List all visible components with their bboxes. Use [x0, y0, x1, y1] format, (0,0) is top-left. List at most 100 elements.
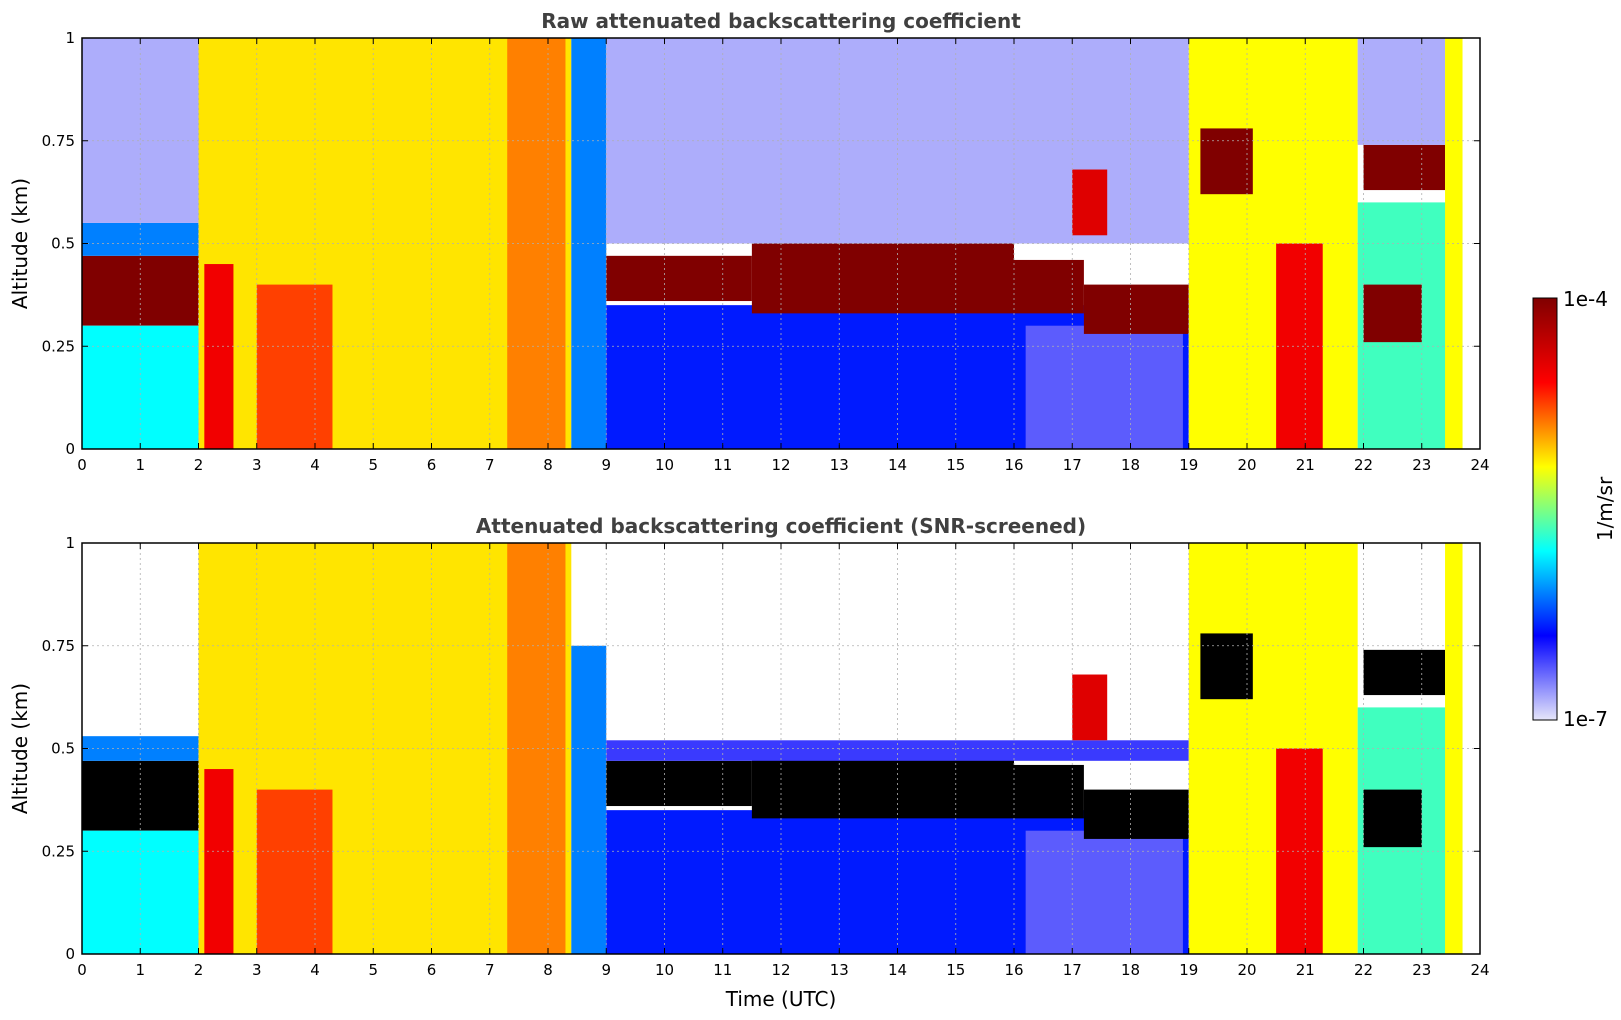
y-tick-label: 0.25 [42, 842, 75, 860]
x-tick-label: 24 [1470, 456, 1489, 474]
heatmap-cell [82, 760, 199, 831]
x-tick-label: 5 [368, 456, 378, 474]
heatmap-cell [1072, 169, 1108, 236]
x-tick-label: 21 [1296, 961, 1315, 979]
panel-snr-screened-backscatter: Attenuated backscattering coefficient (S… [8, 514, 1490, 979]
heatmap-cell [507, 543, 566, 954]
y-tick-label: 0.75 [42, 637, 75, 655]
x-axis: 0 1 2 3 4 5 6 7 8 9 10 11 12 13 14 15 16 17 18 19 20 21 22 23 24 [77, 38, 1490, 474]
x-axis-label: Time (UTC) [725, 987, 837, 1011]
panel-title: Attenuated backscattering coefficient (S… [476, 514, 1086, 538]
x-tick-label: 17 [1063, 961, 1082, 979]
x-tick-label: 14 [888, 961, 907, 979]
heatmap-cell [82, 38, 199, 223]
heatmap-cell [204, 769, 234, 954]
x-tick-label: 23 [1412, 456, 1431, 474]
x-tick-label: 9 [601, 456, 611, 474]
heatmap-cell [1025, 830, 1183, 954]
x-axis: 0 1 2 3 4 5 6 7 8 9 10 11 12 13 14 15 16 17 18 19 20 21 22 23 24 [77, 543, 1490, 979]
x-tick-label: 14 [888, 456, 907, 474]
y-axis: 0 0.25 0.5 0.75 1 [42, 29, 1480, 458]
x-tick-label: 18 [1121, 456, 1140, 474]
x-tick-label: 4 [310, 961, 320, 979]
x-tick-label: 22 [1354, 961, 1373, 979]
heatmap-cell [1083, 284, 1189, 334]
y-tick-label: 1 [65, 534, 75, 552]
y-tick-label: 0 [65, 440, 75, 458]
x-tick-label: 15 [946, 961, 965, 979]
heatmap-cell [82, 255, 199, 326]
x-tick-label: 21 [1296, 456, 1315, 474]
x-tick-label: 10 [655, 456, 674, 474]
heatmap-cell [1363, 789, 1422, 848]
colorbar-max-label: 1e-4 [1563, 287, 1608, 311]
colorbar-unit-label: 1/m/sr [1593, 476, 1617, 541]
x-tick-label: 7 [485, 961, 495, 979]
heatmap-cell [751, 243, 1014, 314]
y-tick-label: 0.5 [51, 740, 75, 758]
x-tick-label: 6 [427, 456, 437, 474]
heatmap-cell [606, 760, 752, 807]
heatmap-cell [1072, 674, 1108, 741]
colorbar-scale [1532, 297, 1558, 721]
x-tick-label: 17 [1063, 456, 1082, 474]
x-tick-label: 20 [1237, 456, 1256, 474]
y-tick-label: 0.25 [42, 337, 75, 355]
x-tick-label: 2 [194, 961, 204, 979]
x-tick-label: 16 [1004, 456, 1023, 474]
heatmap-cell [204, 264, 234, 449]
x-tick-label: 20 [1237, 961, 1256, 979]
x-tick-label: 8 [543, 456, 553, 474]
heatmap-cell [1200, 128, 1253, 195]
colorbar: 1e-4 1e-7 1/m/sr [1532, 287, 1617, 731]
x-tick-label: 6 [427, 961, 437, 979]
x-tick-label: 4 [310, 456, 320, 474]
x-tick-label: 8 [543, 961, 553, 979]
heatmap-cell [606, 740, 1189, 761]
heatmap-cell [606, 255, 752, 302]
y-axis-label: Altitude (km) [8, 683, 32, 814]
x-tick-label: 2 [194, 456, 204, 474]
x-tick-label: 3 [252, 456, 262, 474]
heatmap-cell [1083, 789, 1189, 839]
x-tick-label: 18 [1121, 961, 1140, 979]
heatmap-cell [1363, 649, 1446, 696]
heatmap-cell [1014, 764, 1084, 819]
x-tick-label: 22 [1354, 456, 1373, 474]
x-tick-label: 23 [1412, 961, 1431, 979]
panel-title: Raw attenuated backscattering coefficien… [541, 9, 1021, 33]
x-tick-label: 12 [771, 961, 790, 979]
x-tick-label: 1 [135, 456, 145, 474]
x-tick-label: 13 [830, 961, 849, 979]
x-tick-label: 12 [771, 456, 790, 474]
x-tick-label: 16 [1004, 961, 1023, 979]
heatmap-cell [256, 789, 333, 954]
y-tick-label: 0.75 [42, 132, 75, 150]
x-tick-label: 0 [77, 456, 87, 474]
y-tick-label: 0.5 [51, 235, 75, 253]
x-tick-label: 11 [713, 961, 732, 979]
heatmap-cell [1014, 259, 1084, 314]
y-tick-label: 1 [65, 29, 75, 47]
x-tick-label: 3 [252, 961, 262, 979]
heatmap-cell [571, 645, 607, 954]
x-tick-label: 7 [485, 456, 495, 474]
heatmap-cell [1200, 633, 1253, 700]
y-axis-label: Altitude (km) [8, 178, 32, 309]
x-tick-label: 13 [830, 456, 849, 474]
x-tick-label: 1 [135, 961, 145, 979]
heatmap-cell [1025, 325, 1183, 449]
x-tick-label: 15 [946, 456, 965, 474]
heatmap-cell [256, 284, 333, 449]
x-tick-label: 24 [1470, 961, 1489, 979]
heatmap-cell [1357, 38, 1446, 145]
x-tick-label: 19 [1179, 456, 1198, 474]
x-tick-label: 10 [655, 961, 674, 979]
colorbar-min-label: 1e-7 [1563, 707, 1608, 731]
x-tick-label: 9 [601, 961, 611, 979]
panel-raw-backscatter: Raw attenuated backscattering coefficien… [8, 9, 1490, 474]
heatmap-cell [1363, 144, 1446, 191]
x-tick-label: 11 [713, 456, 732, 474]
x-tick-label: 0 [77, 961, 87, 979]
